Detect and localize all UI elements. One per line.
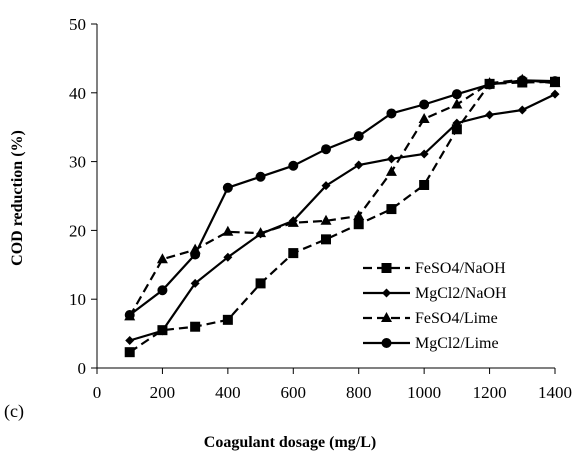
triangle-marker <box>255 227 267 238</box>
triangle-marker <box>418 112 430 123</box>
panel-label: (c) <box>4 401 24 422</box>
legend-label: FeSO4/Lime <box>415 310 498 327</box>
diamond-marker <box>386 154 396 164</box>
y-axis-title: COD reduction (%) <box>9 130 26 266</box>
circle-marker <box>288 160 299 171</box>
square-marker <box>419 179 430 190</box>
triangle-marker <box>320 214 332 225</box>
circle-marker <box>451 89 462 100</box>
diamond-marker <box>485 110 495 120</box>
square-marker <box>288 248 299 259</box>
circle-marker <box>484 79 495 90</box>
circle-marker <box>550 76 560 87</box>
diamond-marker <box>354 160 364 170</box>
x-tick-label: 800 <box>346 383 372 402</box>
axes: 0 10 20 30 40 50 0 200 400 600 800 1000 1200 1400 <box>69 15 572 402</box>
legend-entry: FeSO4/NaOH <box>363 260 506 277</box>
triangle-marker <box>287 216 299 227</box>
legend-label: MgCl2/Lime <box>415 335 499 352</box>
y-tick-label: 30 <box>69 153 86 172</box>
circle-marker <box>353 131 364 142</box>
triangle-marker <box>156 253 168 264</box>
x-tick-label: 200 <box>150 383 176 402</box>
legend-entry: MgCl2/NaOH <box>363 285 507 302</box>
square-marker <box>353 219 364 230</box>
square-marker <box>255 278 266 289</box>
legend-entry: MgCl2/Lime <box>363 335 499 352</box>
diamond-marker <box>382 288 391 298</box>
square-marker <box>222 314 233 325</box>
y-tick-label: 50 <box>69 15 86 34</box>
series-feso4-lime <box>124 73 561 321</box>
circle-marker <box>222 182 233 193</box>
x-tick-label: 1200 <box>473 383 507 402</box>
circle-marker <box>419 99 430 110</box>
series-line <box>129 80 556 354</box>
circle-marker <box>321 144 331 155</box>
circle-marker <box>124 310 135 321</box>
square-marker <box>124 347 135 358</box>
series-line <box>129 79 556 316</box>
square-marker <box>190 321 201 332</box>
x-tick-label: 400 <box>215 383 241 402</box>
legend-entry: FeSO4/Lime <box>363 310 498 327</box>
circle-marker <box>157 285 168 296</box>
square-marker <box>381 263 392 273</box>
circle-marker <box>517 75 528 86</box>
diamond-marker <box>452 118 462 128</box>
legend: FeSO4/NaOH MgCl2/NaOH FeSO4/Lime MgCl2/Lime <box>363 260 507 352</box>
y-tick-label: 40 <box>69 84 86 103</box>
triangle-marker <box>222 225 234 236</box>
triangle-marker <box>353 209 365 220</box>
circle-marker <box>190 249 201 260</box>
legend-label: FeSO4/NaOH <box>415 260 506 277</box>
legend-label: MgCl2/NaOH <box>415 285 507 302</box>
square-marker <box>321 234 331 245</box>
diamond-marker <box>125 335 135 345</box>
circle-marker <box>255 171 266 182</box>
y-tick-label: 10 <box>69 290 86 309</box>
x-axis-title: Coagulant dosage (mg/L) <box>204 434 376 451</box>
x-tick-label: 1000 <box>407 383 441 402</box>
square-marker <box>451 124 462 135</box>
triangle-marker <box>381 312 392 322</box>
diamond-marker <box>419 149 429 159</box>
x-tick-label: 1400 <box>538 383 572 402</box>
diamond-marker <box>321 181 331 191</box>
triangle-marker <box>385 165 397 176</box>
x-tick-label: 0 <box>93 383 102 402</box>
y-tick-label: 0 <box>78 359 87 378</box>
diamond-marker <box>157 326 167 336</box>
diamond-marker <box>190 278 200 288</box>
square-marker <box>386 204 397 215</box>
series-layer <box>124 73 561 358</box>
diamond-marker <box>550 89 560 99</box>
diamond-marker <box>517 105 527 115</box>
series-line <box>129 93 556 342</box>
diamond-marker <box>223 252 233 262</box>
triangle-marker <box>451 98 463 109</box>
series-mgcl2-lime <box>124 75 560 321</box>
y-tick-label: 20 <box>69 221 86 240</box>
circle-marker <box>381 338 392 348</box>
x-tick-label: 600 <box>281 383 307 402</box>
circle-marker <box>386 108 397 119</box>
